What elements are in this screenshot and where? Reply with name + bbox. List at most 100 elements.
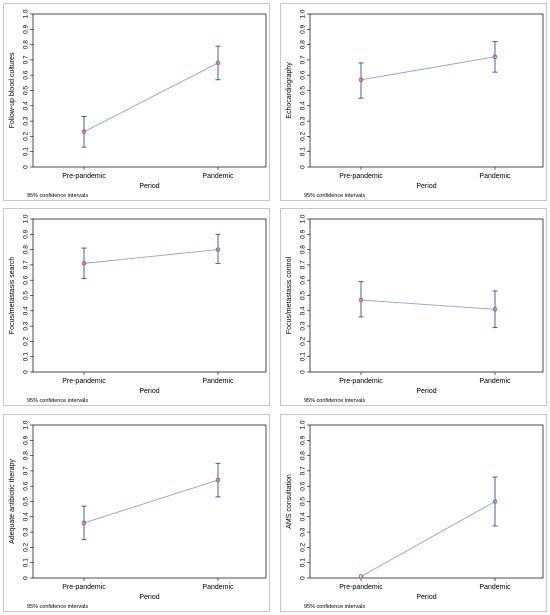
- y-tick-label: 0: [23, 576, 30, 580]
- y-tick-label: 0.7: [23, 55, 30, 64]
- y-tick-label: 0.9: [300, 435, 307, 444]
- y-tick-label: 0.4: [23, 512, 30, 521]
- y-tick-label: 0.8: [300, 40, 307, 49]
- x-tick-label: Pandemic: [202, 584, 234, 591]
- data-point: [492, 54, 498, 60]
- y-tick-label: 0: [300, 576, 307, 580]
- y-tick-label: 0.2: [300, 543, 307, 552]
- y-tick-label: 0.6: [300, 70, 307, 79]
- x-tick-label: Pre-pandemic: [62, 378, 106, 385]
- data-point: [81, 520, 87, 526]
- y-tick-label: 0.6: [23, 70, 30, 79]
- y-tick-label: 0.9: [300, 24, 307, 33]
- y-tick-label: 0.4: [300, 306, 307, 315]
- chart-panel-6: 0 0.1 0.2 0.3 0.4 0.5 0.6 0.7 0.8 0.9 1.0 Pre-pande…: [280, 414, 547, 612]
- y-tick-label: 0: [23, 165, 30, 169]
- x-tick-label: Pandemic: [479, 584, 511, 591]
- y-tick-label: 0.3: [23, 527, 30, 536]
- y-tick-label: 0.6: [23, 275, 30, 284]
- y-tick-label: 0.6: [23, 481, 30, 490]
- y-axis-title: Echocardiography: [286, 62, 293, 119]
- y-tick-label: 0.6: [300, 275, 307, 284]
- x-axis-title: Period: [416, 183, 436, 190]
- y-axis-title: Focus/metastasis search: [9, 257, 16, 335]
- data-point: [358, 574, 364, 579]
- series-line: [83, 249, 219, 264]
- plot-frame: [309, 13, 544, 168]
- y-tick-label: 0.2: [23, 132, 30, 141]
- y-tick-label: 0.1: [23, 558, 30, 567]
- data-point: [358, 77, 364, 83]
- x-axis-title: Period: [139, 594, 159, 601]
- series-line: [360, 299, 496, 310]
- data-point: [81, 261, 87, 266]
- y-axis-title: Focus/metastasis control: [286, 256, 293, 334]
- y-tick-label: 1.0: [23, 214, 30, 223]
- y-tick-label: 0.8: [23, 245, 30, 254]
- series-line: [83, 62, 219, 133]
- y-tick-label: 0.5: [23, 291, 30, 300]
- y-tick-label: 0: [23, 370, 30, 374]
- chart-svg-1: 0 0.1 0.2 0.3 0.4 0.5 0.6 0.7 0.8 0.9 1.0 Pre-pande…: [9, 9, 267, 199]
- data-point: [215, 477, 221, 483]
- chart-svg-4: 0 0.1 0.2 0.3 0.4 0.5 0.6 0.7 0.8 0.9 1.0 Pre-pande…: [286, 214, 544, 404]
- data-point: [358, 297, 364, 303]
- plot-frame: [32, 13, 267, 168]
- y-tick-label: 0.4: [300, 512, 307, 521]
- data-point: [215, 247, 221, 252]
- y-tick-label: 0.2: [23, 543, 30, 552]
- y-tick-label: 0.8: [23, 451, 30, 460]
- y-axis-title: Follow-up blood cultures: [9, 52, 16, 128]
- chart-panel-5: 0 0.1 0.2 0.3 0.4 0.5 0.6 0.7 0.8 0.9 1.0 Pre-pande…: [3, 414, 270, 612]
- data-point: [492, 499, 498, 504]
- x-tick-label: Pandemic: [479, 173, 511, 180]
- y-tick-label: 1.0: [300, 9, 307, 18]
- series-line: [360, 501, 496, 577]
- y-tick-label: 0.1: [300, 147, 307, 156]
- plot-frame: [32, 424, 267, 579]
- chart-panel-3: 0 0.1 0.2 0.3 0.4 0.5 0.6 0.7 0.8 0.9 1.0 Pre-pande…: [3, 208, 270, 406]
- confidence-note: 95% confidence intervals: [304, 604, 365, 610]
- y-tick-label: 0.2: [300, 337, 307, 346]
- x-axis-title: Period: [416, 388, 436, 395]
- plot-frame: [309, 218, 544, 373]
- y-tick-label: 0.7: [23, 466, 30, 475]
- y-tick-label: 1.0: [300, 420, 307, 429]
- y-tick-label: 0.7: [300, 466, 307, 475]
- y-tick-label: 0.7: [23, 260, 30, 269]
- chart-panel-2: 0 0.1 0.2 0.3 0.4 0.5 0.6 0.7 0.8 0.9 1.0 Pre-pande…: [280, 3, 547, 201]
- y-tick-label: 0.3: [300, 116, 307, 125]
- x-axis-title: Period: [139, 388, 159, 395]
- y-axis-title: AMS consultation: [286, 474, 293, 529]
- x-axis-title: Period: [139, 183, 159, 190]
- y-axis-title: Adequate antibiotic therapy: [9, 459, 16, 544]
- x-tick-label: Pre-pandemic: [339, 584, 383, 591]
- y-tick-label: 0.2: [300, 132, 307, 141]
- y-tick-label: 0.6: [300, 481, 307, 490]
- y-tick-label: 0.4: [300, 101, 307, 110]
- confidence-note: 95% confidence intervals: [304, 398, 365, 404]
- x-tick-label: Pre-pandemic: [62, 173, 106, 180]
- plot-frame: [32, 218, 267, 373]
- chart-svg-2: 0 0.1 0.2 0.3 0.4 0.5 0.6 0.7 0.8 0.9 1.0 Pre-pande…: [286, 9, 544, 199]
- y-tick-label: 0.8: [300, 451, 307, 460]
- y-tick-label: 0.8: [23, 40, 30, 49]
- data-point: [215, 60, 221, 66]
- y-tick-label: 0.1: [23, 352, 30, 361]
- y-tick-label: 0: [300, 165, 307, 169]
- y-tick-label: 0.9: [300, 229, 307, 238]
- chart-panel-1: 0 0.1 0.2 0.3 0.4 0.5 0.6 0.7 0.8 0.9 1.0 Pre-pande…: [3, 3, 270, 201]
- y-tick-label: 0.5: [23, 497, 30, 506]
- y-tick-label: 0.3: [300, 321, 307, 330]
- y-tick-label: 0.8: [300, 245, 307, 254]
- y-tick-label: 0.4: [23, 306, 30, 315]
- x-tick-label: Pandemic: [479, 378, 511, 385]
- chart-svg-5: 0 0.1 0.2 0.3 0.4 0.5 0.6 0.7 0.8 0.9 1.0 Pre-pande…: [9, 420, 267, 610]
- y-tick-label: 0.2: [23, 337, 30, 346]
- y-tick-label: 0.4: [23, 101, 30, 110]
- y-tick-label: 0.7: [300, 260, 307, 269]
- chart-svg-6: 0 0.1 0.2 0.3 0.4 0.5 0.6 0.7 0.8 0.9 1.0 Pre-pande…: [286, 420, 544, 610]
- x-tick-label: Pre-pandemic: [62, 584, 106, 591]
- y-tick-label: 1.0: [23, 9, 30, 18]
